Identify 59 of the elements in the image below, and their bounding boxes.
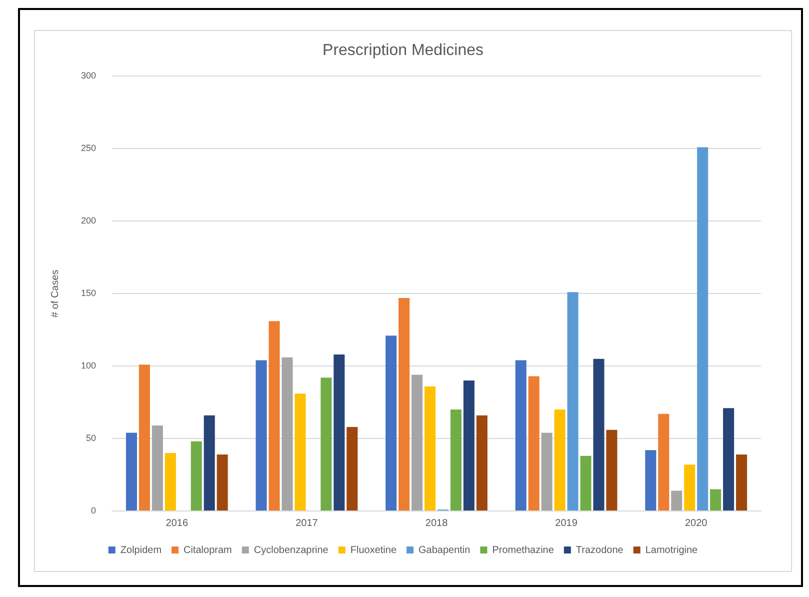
bar [126, 432, 137, 510]
bar [567, 292, 578, 510]
bar [580, 456, 592, 510]
bar [282, 357, 293, 510]
bar [541, 432, 552, 510]
y-tick-label: 100 [80, 360, 96, 371]
bar [606, 430, 618, 510]
bar [515, 360, 526, 510]
legend-label: Lamotrigine [645, 544, 698, 556]
bar [476, 415, 488, 510]
bar [216, 454, 228, 510]
bar [412, 374, 423, 510]
bar [710, 489, 722, 510]
y-tick-label: 150 [80, 288, 96, 298]
legend-label: Promethazine [492, 544, 554, 556]
bar [294, 394, 306, 510]
y-tick-label: 0 [91, 505, 96, 516]
bar [190, 441, 202, 510]
bar [346, 426, 358, 510]
bar [450, 410, 462, 510]
bar [697, 147, 708, 510]
bar [268, 321, 280, 510]
bar [463, 380, 474, 510]
bar [398, 298, 410, 510]
legend-label: Citalopram [184, 544, 232, 556]
legend-label: Gabapentin [418, 544, 470, 556]
bar [593, 358, 604, 510]
bar [684, 464, 696, 510]
bar [320, 378, 332, 510]
bar [554, 410, 566, 510]
bar [424, 386, 436, 510]
bar [658, 414, 670, 510]
bar [386, 336, 397, 510]
y-tick-label: 300 [80, 70, 96, 81]
bar [736, 454, 748, 510]
y-tick-label: 200 [80, 216, 96, 226]
legend-label: Cyclobenzaprine [254, 544, 329, 556]
chart-title: Prescription Medicines [322, 42, 484, 60]
bar [138, 364, 150, 510]
x-tick-label: 2017 [296, 518, 318, 529]
bar [671, 490, 682, 510]
bar [164, 453, 176, 510]
bar [152, 425, 163, 510]
bar [645, 450, 656, 510]
y-tick-label: 50 [86, 433, 96, 444]
x-tick-label: 2019 [555, 518, 578, 529]
x-tick-label: 2016 [166, 518, 188, 529]
legend-label: Zolpidem [120, 544, 162, 556]
bar [334, 354, 345, 510]
y-tick-label: 250 [80, 143, 96, 154]
legend-label: Trazodone [576, 544, 624, 556]
x-tick-label: 2020 [684, 518, 708, 529]
bar [723, 408, 734, 510]
bar [256, 360, 267, 510]
bar [204, 415, 215, 510]
y-axis-title: # of Cases [50, 270, 61, 318]
bar [528, 376, 540, 510]
legend-label: Fluoxetine [350, 544, 397, 556]
x-tick-label: 2018 [425, 518, 448, 529]
